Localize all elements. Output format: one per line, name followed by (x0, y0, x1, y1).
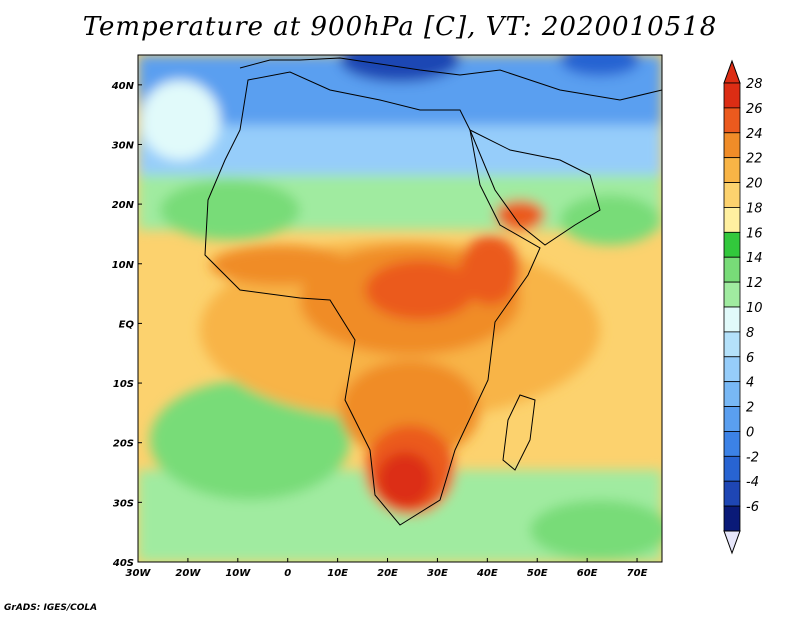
colorbar-label: 18 (746, 201, 763, 216)
colorbar-label: 28 (746, 77, 763, 92)
coastlines (204, 57, 662, 526)
madagascar-coastline (502, 394, 536, 471)
colorbar-label: 20 (746, 177, 763, 192)
lon-tick-label: 40E (476, 568, 498, 579)
colorbar-label: 12 (746, 276, 763, 291)
colorbar-swatch (723, 455, 741, 482)
colorbar-swatch (723, 480, 741, 507)
field-west-africa (210, 245, 350, 285)
colorbar-label: 4 (746, 376, 754, 391)
field-east-africa-hot (460, 235, 520, 305)
colorbar-label: 24 (746, 127, 763, 142)
field-atlantic-pale (140, 80, 220, 160)
colorbar-label: 16 (746, 226, 763, 241)
colorbar-label: 26 (746, 102, 763, 117)
colorbar-swatch (723, 431, 741, 457)
field-southern-africa-warm (340, 360, 480, 460)
lon-tick-label: 0 (284, 568, 291, 579)
lat-tick-label: 40S (112, 558, 134, 569)
colorbar-swatch (723, 331, 741, 358)
africa-coastline (204, 71, 541, 526)
field-congo-hot (365, 260, 475, 320)
arabia-coastline (469, 128, 601, 246)
lon-tick-label: 60E (577, 568, 598, 579)
axis-ticks: 30W 20W 10W 0 10E 20E 30E 40E 50E 60E 70E 40N 30N 20N… (111, 81, 648, 579)
colorbar-swatch (723, 207, 741, 233)
colorbar-swatch (723, 82, 741, 109)
colorbar-label: 8 (746, 326, 754, 341)
colorbar-swatch (723, 157, 741, 183)
colorbar-bottom-arrow (723, 530, 741, 555)
colorbar-swatch (723, 306, 741, 333)
field-cold-core-east (560, 55, 640, 76)
map-frame (137, 54, 663, 563)
colorbar-swatch (723, 406, 741, 432)
field-sahel-green (160, 180, 300, 240)
lon-tick-label: 20E (377, 568, 398, 579)
colorbar-label: 6 (746, 351, 754, 366)
lon-tick-label: 30W (126, 568, 152, 579)
colorbar-swatch (723, 256, 741, 283)
europe-coastline (239, 57, 662, 101)
lat-tick-label: 10N (112, 260, 135, 271)
colorbar-label: 14 (746, 251, 763, 266)
colorbar-swatch (723, 132, 741, 159)
colorbar-swatch (723, 505, 741, 532)
field-arabian-sea-green (560, 195, 660, 245)
grads-credit: GrADS: IGES/COLA (4, 603, 98, 613)
colorbar-swatch (723, 231, 741, 258)
lat-tick-label: 10S (113, 379, 134, 390)
colorbar-swatch (723, 281, 741, 308)
colorbar-swatch (723, 356, 741, 383)
field-south-indian (530, 500, 662, 560)
field-south-atlantic (150, 380, 350, 500)
colorbar-label: -6 (746, 500, 759, 515)
lat-tick-label: 20S (113, 439, 134, 450)
colorbar-label: -2 (746, 450, 759, 465)
colorbar-label: 0 (746, 425, 754, 440)
lat-tick-label: 30S (113, 498, 134, 509)
lon-tick-label: 10E (327, 568, 348, 579)
colorbar-swatch (723, 381, 741, 407)
field-kalahari-hottest (377, 452, 433, 508)
lat-tick-label: 30N (112, 140, 135, 151)
colorbar-label: -4 (746, 475, 759, 490)
field-cold-core-west (340, 55, 460, 82)
colorbar-swatch (723, 107, 741, 134)
lon-tick-label: 70E (627, 568, 648, 579)
lon-tick-label: 20W (175, 568, 201, 579)
lat-tick-label: EQ (119, 319, 135, 330)
colorbar-label: 2 (746, 401, 754, 416)
temperature-field (138, 55, 662, 562)
lon-tick-label: 10W (225, 568, 251, 579)
colorbar-swatch (723, 182, 741, 208)
colorbar-label: 22 (746, 152, 763, 167)
lon-tick-label: 50E (527, 568, 548, 579)
lon-tick-label: 30E (427, 568, 448, 579)
colorbar-label: 10 (746, 301, 763, 316)
lat-tick-label: 40N (111, 81, 135, 92)
map-title: Temperature at 900hPa [C], VT: 202001051… (82, 12, 718, 42)
lat-tick-label: 20N (112, 200, 135, 211)
colorbar-top-arrow (723, 59, 741, 84)
